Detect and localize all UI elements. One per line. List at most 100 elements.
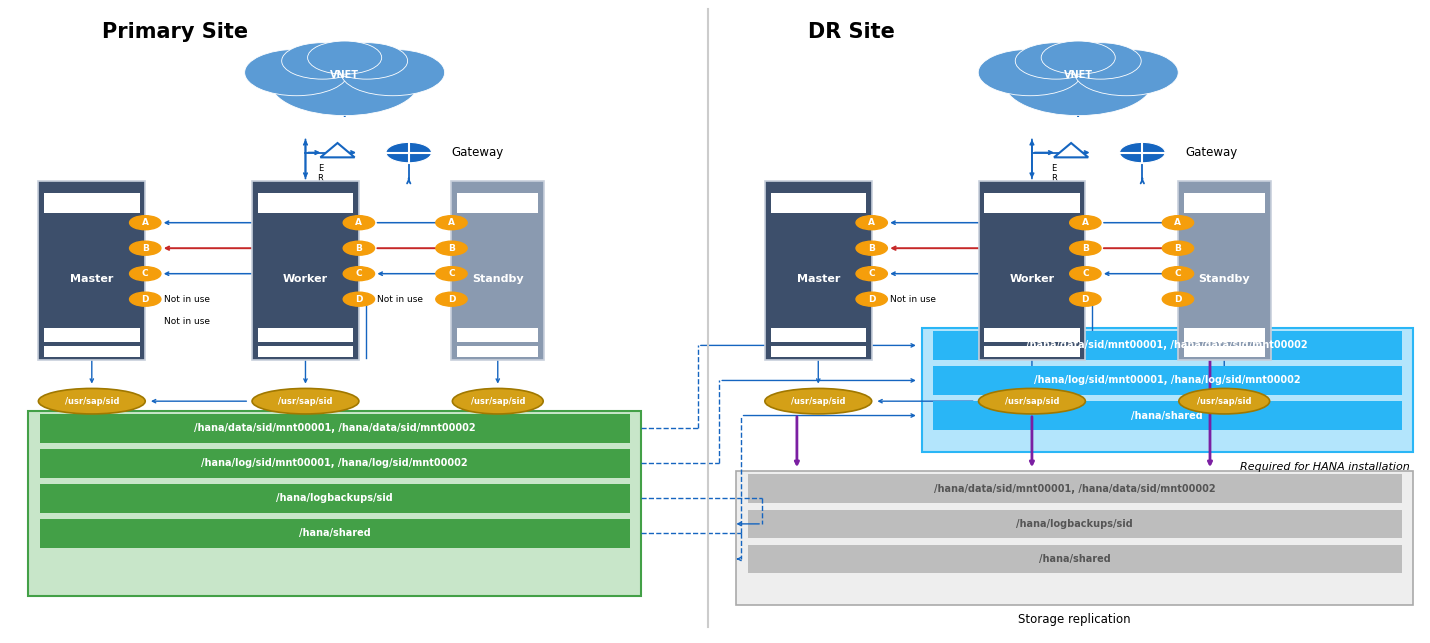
Circle shape	[1163, 292, 1194, 306]
FancyBboxPatch shape	[29, 411, 641, 595]
FancyBboxPatch shape	[921, 328, 1413, 452]
Text: B: B	[448, 244, 455, 253]
FancyBboxPatch shape	[452, 181, 543, 359]
Text: Master: Master	[70, 275, 113, 284]
FancyBboxPatch shape	[1184, 193, 1266, 213]
FancyBboxPatch shape	[978, 181, 1085, 359]
Text: D: D	[868, 294, 875, 303]
Text: D: D	[355, 294, 363, 303]
Text: /usr/sap/sid: /usr/sap/sid	[64, 397, 119, 406]
Circle shape	[857, 292, 888, 306]
Text: /hana/shared: /hana/shared	[299, 529, 370, 538]
Text: B: B	[1174, 244, 1181, 253]
Circle shape	[1163, 215, 1194, 230]
FancyBboxPatch shape	[1184, 328, 1266, 342]
Text: /hana/log/sid/mnt00001, /hana/log/sid/mnt00002: /hana/log/sid/mnt00001, /hana/log/sid/mn…	[1034, 376, 1300, 385]
Circle shape	[340, 50, 445, 96]
Text: Standby: Standby	[472, 275, 523, 284]
Circle shape	[282, 42, 363, 79]
Text: VNET: VNET	[1064, 70, 1093, 80]
Circle shape	[343, 292, 375, 306]
Circle shape	[270, 50, 419, 116]
Ellipse shape	[978, 388, 1085, 414]
FancyBboxPatch shape	[40, 519, 629, 548]
Text: A: A	[1083, 218, 1088, 227]
Circle shape	[857, 267, 888, 281]
FancyBboxPatch shape	[257, 193, 353, 213]
Text: D: D	[1081, 294, 1090, 303]
Circle shape	[130, 267, 162, 281]
FancyBboxPatch shape	[458, 193, 538, 213]
Circle shape	[130, 292, 162, 306]
Text: D: D	[142, 294, 149, 303]
Circle shape	[307, 41, 382, 74]
Text: /usr/sap/sid: /usr/sap/sid	[1005, 397, 1060, 406]
Text: Primary Site: Primary Site	[103, 22, 249, 42]
Text: Worker: Worker	[283, 275, 327, 284]
Text: /hana/log/sid/mnt00001, /hana/log/sid/mnt00002: /hana/log/sid/mnt00001, /hana/log/sid/mn…	[202, 458, 468, 468]
FancyBboxPatch shape	[736, 471, 1413, 605]
Circle shape	[245, 50, 349, 96]
Circle shape	[436, 241, 468, 255]
Text: A: A	[868, 218, 875, 227]
Text: /hana/data/sid/mnt00001, /hana/data/sid/mnt00002: /hana/data/sid/mnt00001, /hana/data/sid/…	[934, 484, 1216, 494]
Text: C: C	[1083, 269, 1088, 278]
FancyBboxPatch shape	[39, 181, 146, 359]
FancyBboxPatch shape	[771, 328, 867, 342]
Text: /hana/shared: /hana/shared	[1131, 410, 1203, 421]
Text: Not in use: Not in use	[378, 294, 423, 303]
Text: /usr/sap/sid: /usr/sap/sid	[791, 397, 845, 406]
Text: B: B	[142, 244, 149, 253]
Text: B: B	[868, 244, 875, 253]
Text: C: C	[448, 269, 455, 278]
Text: /usr/sap/sid: /usr/sap/sid	[470, 397, 525, 406]
FancyBboxPatch shape	[984, 346, 1080, 358]
Text: C: C	[356, 269, 362, 278]
Ellipse shape	[39, 388, 146, 414]
Circle shape	[857, 241, 888, 255]
FancyBboxPatch shape	[44, 193, 140, 213]
Text: Gateway: Gateway	[452, 146, 503, 159]
FancyBboxPatch shape	[458, 328, 538, 342]
Text: E
R: E R	[317, 164, 323, 183]
Text: A: A	[448, 218, 455, 227]
FancyBboxPatch shape	[44, 328, 140, 342]
Text: Standby: Standby	[1198, 275, 1250, 284]
Text: /hana/logbackups/sid: /hana/logbackups/sid	[1017, 519, 1133, 529]
Circle shape	[386, 142, 432, 163]
Circle shape	[436, 215, 468, 230]
Circle shape	[857, 215, 888, 230]
Circle shape	[130, 215, 162, 230]
Ellipse shape	[452, 388, 543, 414]
Circle shape	[1163, 267, 1194, 281]
Ellipse shape	[765, 388, 872, 414]
Text: DR Site: DR Site	[808, 22, 894, 42]
Ellipse shape	[1178, 388, 1270, 414]
FancyBboxPatch shape	[748, 475, 1401, 503]
Text: C: C	[1174, 269, 1181, 278]
FancyBboxPatch shape	[40, 449, 629, 478]
Text: A: A	[1174, 218, 1181, 227]
FancyBboxPatch shape	[44, 346, 140, 358]
Text: E
R: E R	[1051, 164, 1057, 183]
Circle shape	[343, 267, 375, 281]
FancyBboxPatch shape	[40, 414, 629, 442]
FancyBboxPatch shape	[1184, 346, 1266, 358]
Circle shape	[436, 267, 468, 281]
FancyBboxPatch shape	[257, 328, 353, 342]
FancyBboxPatch shape	[932, 401, 1401, 430]
Circle shape	[1041, 41, 1115, 74]
Text: Storage replication: Storage replication	[1018, 613, 1131, 626]
Circle shape	[1163, 241, 1194, 255]
Ellipse shape	[252, 388, 359, 414]
Text: Master: Master	[797, 275, 839, 284]
Text: D: D	[448, 294, 455, 303]
Circle shape	[130, 241, 162, 255]
FancyBboxPatch shape	[765, 181, 872, 359]
Circle shape	[343, 241, 375, 255]
Text: /usr/sap/sid: /usr/sap/sid	[279, 397, 333, 406]
Text: Not in use: Not in use	[164, 294, 210, 303]
Text: B: B	[1083, 244, 1088, 253]
FancyBboxPatch shape	[257, 346, 353, 358]
Circle shape	[326, 42, 408, 79]
